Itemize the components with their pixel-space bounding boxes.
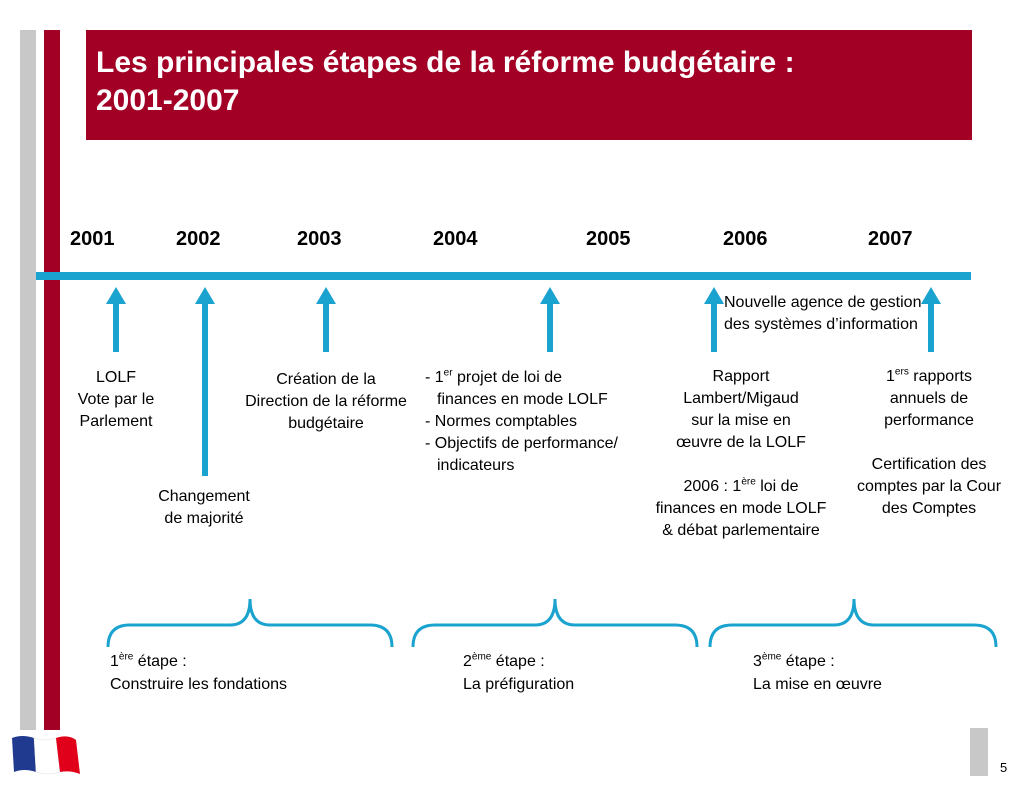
title-banner: Les principales étapes de la réforme bud… [86, 30, 972, 140]
event-lolf: LOLF Vote par le Parlement [77, 369, 155, 430]
page-number: 5 [1000, 760, 1008, 775]
year-2007: 2007 [868, 228, 913, 250]
arrow-up-icon [103, 287, 129, 352]
brace-phase-3 [708, 598, 998, 648]
arrow-up-icon [918, 287, 944, 352]
french-flag-icon [12, 736, 80, 775]
event-rapports-annuels-2007: 1ers rapports annuels de performance [884, 366, 974, 429]
event-rapport-lambert-migaud: Rapport Lambert/Migaud sur la mise en œuvr… [676, 368, 806, 451]
left-gray-stripe [20, 30, 36, 730]
event-changement-majorite: Changement de majorité [158, 488, 250, 527]
event-certification-comptes: Certification des comptes par la Cour des … [856, 456, 1002, 517]
event-loi-finances-2006: 2006 : 1ère loi de finances en mode LOLF… [655, 476, 827, 539]
year-2006: 2006 [723, 228, 768, 250]
year-2001: 2001 [70, 228, 115, 250]
brace-phase-2 [411, 598, 699, 648]
arrow-up-icon [701, 287, 727, 352]
event-creation-direction: Création de la Direction de la réforme bud… [245, 371, 407, 432]
year-2005: 2005 [586, 228, 631, 250]
year-2004: 2004 [433, 228, 478, 250]
arrow-up-icon [192, 287, 218, 476]
left-red-stripe [44, 30, 60, 730]
year-2002: 2002 [176, 228, 221, 250]
timeline-bar [36, 272, 971, 280]
year-2003: 2003 [297, 228, 342, 250]
phase-3: 3ème étape : La mise en œuvre [753, 651, 882, 693]
arrow-up-icon [313, 287, 339, 352]
event-nouvelle-agence: Nouvelle agence de gestion des systèmes d… [724, 294, 922, 333]
phase-2: 2ème étape : La préfiguration [463, 651, 575, 693]
slide-title: Les principales étapes de la réforme bud… [96, 46, 795, 117]
event-projet-loi-2004: - 1er projet de loi de finances en mode … [425, 367, 618, 474]
corner-gray-bar [970, 728, 988, 776]
brace-phase-1 [106, 598, 394, 648]
phase-1: 1ère étape : Construire les fondations [110, 651, 287, 693]
arrow-up-icon [537, 287, 563, 352]
